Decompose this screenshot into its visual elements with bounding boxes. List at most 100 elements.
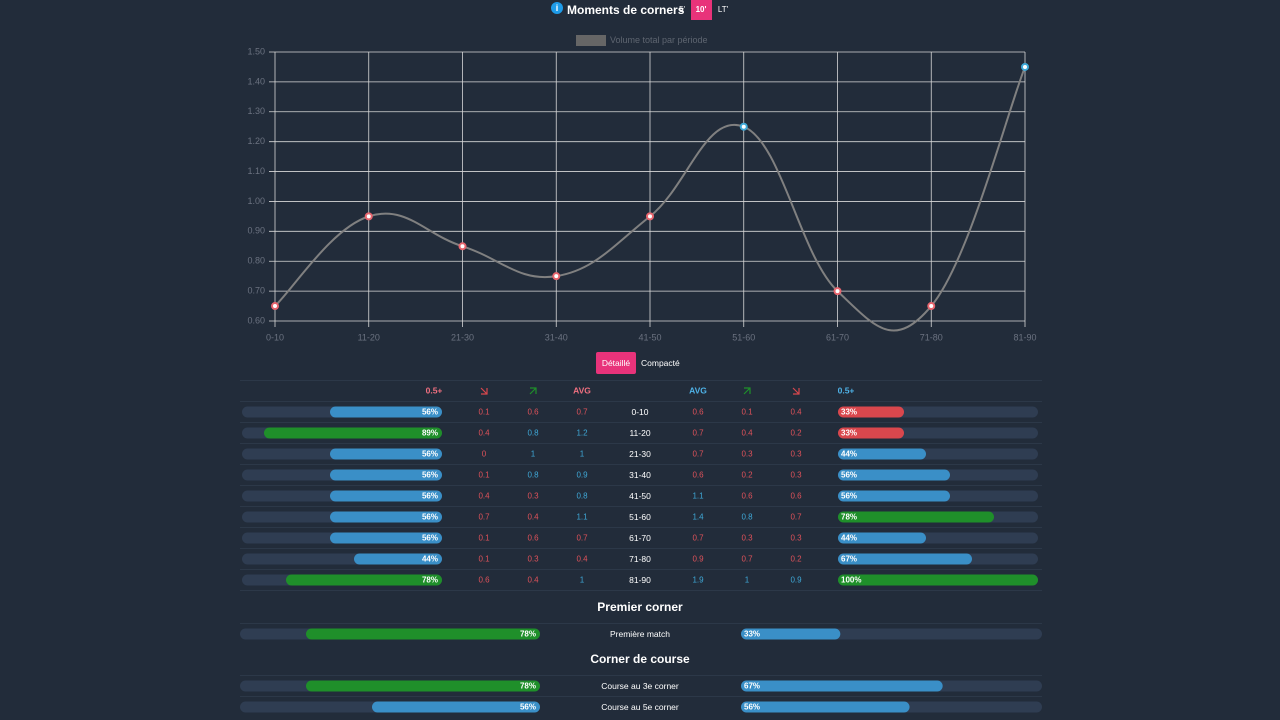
stat: 0.7 — [692, 450, 704, 459]
icon-scored — [743, 387, 751, 395]
stat: 0.8 — [527, 429, 539, 438]
stat: 0.4 — [478, 429, 490, 438]
bar-label: 56% — [841, 471, 857, 480]
stat: 0.9 — [576, 471, 588, 480]
tab-active-bg[interactable] — [691, 0, 712, 20]
period: 51-60 — [629, 512, 651, 522]
bar-label: 56% — [422, 408, 438, 417]
x-tick-label: 71-80 — [920, 332, 943, 342]
stat: 0.1 — [478, 408, 490, 417]
section-title: Premier corner — [597, 600, 683, 614]
bar-label: 56% — [744, 703, 760, 712]
stat: 0.1 — [741, 408, 753, 417]
y-tick-label: 1.30 — [247, 106, 265, 116]
stat: 0.8 — [741, 513, 753, 522]
stat: 1.1 — [692, 492, 704, 501]
bar — [286, 574, 442, 586]
x-tick-label: 21-30 — [451, 332, 474, 342]
bar-label: 33% — [841, 429, 857, 438]
y-tick-label: 1.40 — [247, 76, 265, 86]
y-tick-label: 1.10 — [247, 166, 265, 176]
legend-label: Volume total par période — [610, 35, 708, 45]
point[interactable] — [552, 272, 561, 281]
bar-label: 56% — [422, 471, 438, 480]
stat: 0.7 — [741, 555, 753, 564]
bar-label: 89% — [422, 429, 438, 438]
bar-label: 56% — [520, 703, 536, 712]
x-tick-label: 41-50 — [638, 332, 661, 342]
tab[interactable]: 10' — [696, 5, 707, 14]
y-tick-label: 0.70 — [247, 285, 265, 295]
bar — [838, 532, 926, 544]
point[interactable] — [927, 302, 936, 311]
bar — [330, 406, 442, 418]
stat: 0.3 — [527, 492, 539, 501]
y-tick-label: 1.20 — [247, 136, 265, 146]
point[interactable] — [458, 242, 467, 251]
toggle-active-bg[interactable] — [596, 352, 636, 374]
tab[interactable]: 5' — [679, 5, 685, 14]
stat: 0.4 — [790, 408, 802, 417]
header-pct: 0.5+ — [426, 385, 443, 395]
y-tick-label: 0.60 — [247, 315, 265, 325]
stat: 0.6 — [692, 408, 704, 417]
stat: 0.2 — [741, 471, 753, 480]
bar — [264, 427, 442, 439]
bar-label: 56% — [422, 513, 438, 522]
bar — [306, 628, 540, 640]
bar — [330, 511, 442, 523]
point[interactable] — [646, 212, 654, 221]
point[interactable] — [364, 212, 373, 221]
info-icon[interactable] — [551, 2, 563, 14]
stat: 0.4 — [741, 429, 753, 438]
point[interactable] — [833, 287, 842, 296]
period: 31-40 — [629, 470, 651, 480]
bar-label: 44% — [841, 534, 857, 543]
bar — [838, 553, 972, 565]
toggle-option[interactable]: Détaillé — [602, 358, 631, 368]
tab[interactable]: LT' — [718, 5, 729, 14]
stat: 0.6 — [478, 576, 490, 585]
bar — [372, 701, 540, 713]
bar — [330, 469, 442, 481]
bar-label: 78% — [520, 682, 536, 691]
stat: 0.7 — [692, 534, 704, 543]
stat: 1.1 — [576, 513, 588, 522]
stat: 0.3 — [527, 555, 539, 564]
bar — [838, 448, 926, 460]
toggle-option[interactable]: Compacté — [641, 358, 680, 368]
x-tick-label: 0-10 — [266, 332, 284, 342]
point[interactable] — [271, 302, 279, 311]
row-label: Course au 5e corner — [601, 702, 679, 712]
stat: 0 — [482, 450, 487, 459]
bar — [741, 628, 841, 640]
stat: 0.7 — [790, 513, 802, 522]
stat: 0.6 — [527, 408, 539, 417]
y-tick-label: 1.50 — [247, 46, 265, 56]
stat: 0.3 — [741, 534, 753, 543]
period: 41-50 — [629, 491, 651, 501]
stat: 0.7 — [692, 429, 704, 438]
point[interactable] — [1021, 62, 1029, 71]
header-pct: 0.5+ — [838, 385, 855, 395]
bar — [838, 427, 904, 439]
stat: 1.9 — [692, 576, 704, 585]
stat: 0.9 — [692, 555, 704, 564]
stat: 1.2 — [576, 429, 588, 438]
bar — [306, 680, 540, 692]
section-title: Corner de course — [590, 652, 690, 666]
stat: 0.7 — [576, 408, 588, 417]
bar-label: 67% — [744, 682, 760, 691]
stat: 0.3 — [790, 471, 802, 480]
bar-label: 78% — [520, 630, 536, 639]
point[interactable] — [739, 122, 748, 131]
y-tick-label: 0.80 — [247, 256, 265, 266]
bar — [330, 490, 442, 502]
bar — [838, 469, 950, 481]
bar-label: 56% — [422, 450, 438, 459]
stat: 0.7 — [478, 513, 490, 522]
stat: 0.1 — [478, 555, 490, 564]
bar — [741, 701, 910, 713]
stat: 0.6 — [741, 492, 753, 501]
